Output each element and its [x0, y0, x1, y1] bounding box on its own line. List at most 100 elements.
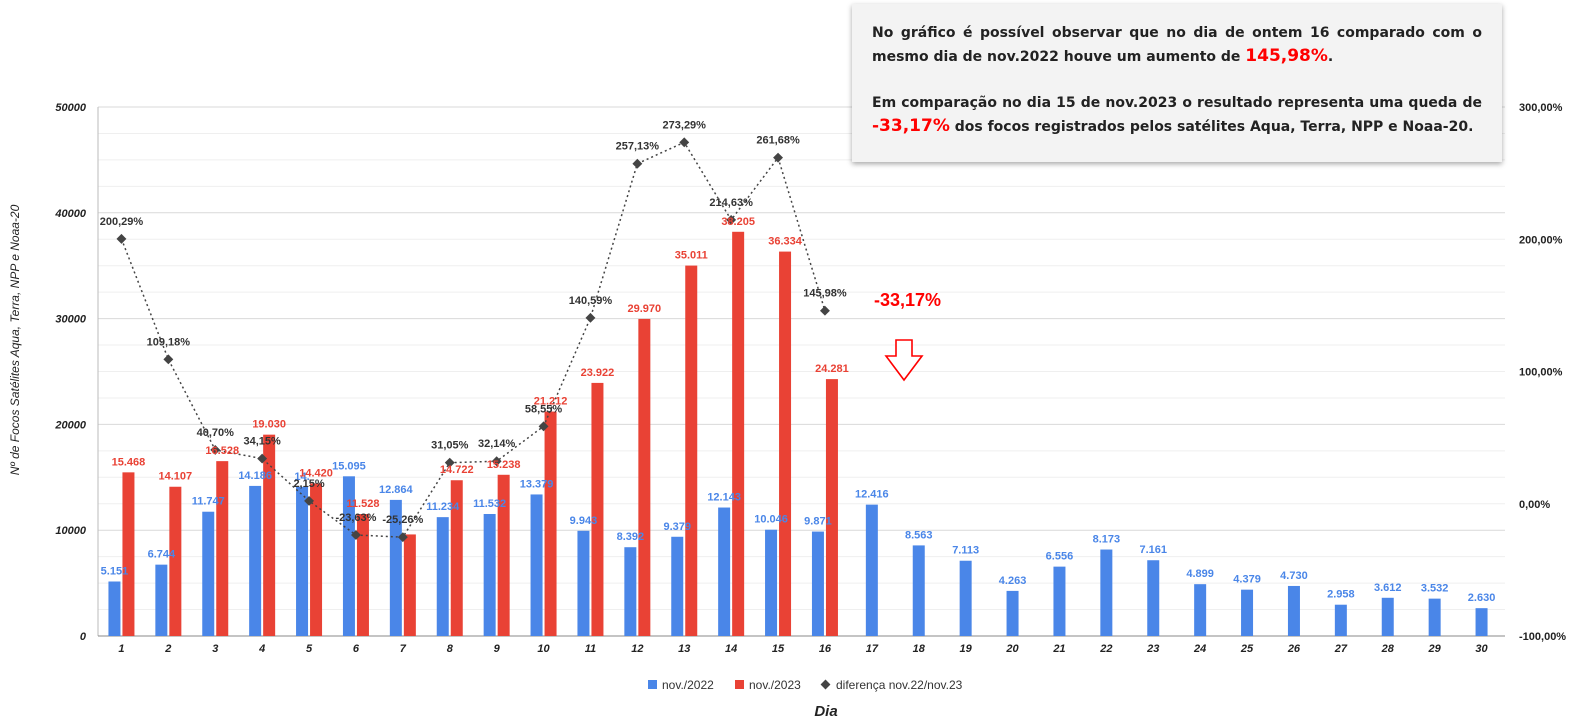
- data-label-nov2022: 3.532: [1421, 583, 1449, 595]
- x-tick-label: 9: [494, 643, 501, 655]
- bar-nov2023: [216, 461, 229, 636]
- x-tick-label: 25: [1240, 643, 1254, 655]
- data-label-nov2022: 2.630: [1468, 592, 1496, 604]
- legend-swatch-nov2022: [648, 680, 657, 689]
- difference-marker: [116, 233, 127, 244]
- callout-value: -33,17%: [874, 290, 941, 310]
- data-label-nov2022: 14.186: [238, 470, 272, 482]
- bar-nov2022: [671, 536, 684, 636]
- y-axis-label: Nº de Focos Satélites Aqua, Terra, NPP e…: [8, 204, 22, 475]
- bar-nov2023: [732, 231, 745, 636]
- bar-nov2023: [825, 379, 838, 636]
- x-axis-ticks: 1 2 3 4 5 6 7 8 9 10 11 12 13 14 15 16 17 18 19 20 21 22 23 24 2…: [118, 643, 1488, 655]
- x-tick-label: 21: [1052, 643, 1065, 655]
- data-label-difference: 257,13%: [616, 141, 660, 153]
- data-label-nov2022: 6.744: [148, 549, 176, 561]
- bar-nov2022: [912, 545, 925, 636]
- data-label-difference: 261,68%: [756, 135, 800, 147]
- difference-marker: [538, 421, 549, 432]
- data-label-nov2023: 19.030: [252, 419, 286, 431]
- data-label-nov2022: 5.151: [101, 566, 129, 578]
- difference-marker: [351, 530, 361, 540]
- legend-swatch-nov2023: [735, 680, 744, 689]
- data-label-nov2023: 24.281: [815, 363, 849, 375]
- y-tick-label: 10000: [55, 525, 86, 537]
- bar-nov2022: [577, 530, 590, 636]
- y2-tick-label: 300,00%: [1519, 102, 1563, 114]
- bar-nov2022: [1241, 589, 1254, 636]
- bar-nov2023: [169, 486, 182, 636]
- x-tick-label: 20: [1005, 643, 1019, 655]
- difference-marker: [491, 456, 502, 467]
- y2-tick-label: 200,00%: [1519, 234, 1563, 246]
- bar-nov2023: [356, 514, 369, 636]
- x-tick-label: 29: [1428, 643, 1442, 655]
- data-label-nov2023: 14.107: [159, 471, 193, 483]
- x-tick-label: 26: [1287, 643, 1301, 655]
- data-label-nov2022: 7.113: [952, 545, 979, 557]
- bar-nov2023: [591, 382, 604, 636]
- left-axis-ticks: 0 10000 20000 30000 40000 50000: [54, 102, 86, 643]
- data-label-nov2022: 9.379: [663, 521, 691, 533]
- y-tick-label: 40000: [54, 208, 86, 220]
- x-tick-label: 6: [353, 643, 360, 655]
- x-tick-label: 13: [678, 643, 690, 655]
- bar-nov2023: [685, 265, 698, 636]
- data-label-nov2022: 4.263: [999, 575, 1027, 587]
- difference-marker: [679, 137, 690, 148]
- bar-nov2023: [497, 474, 510, 636]
- bar-nov2022: [624, 547, 637, 636]
- bar-nov2022: [296, 486, 309, 636]
- annotation-box: No gráfico é possível observar que no di…: [852, 4, 1502, 162]
- bar-nov2023: [638, 318, 651, 636]
- data-label-difference: 273,29%: [663, 119, 707, 131]
- data-label-nov2022: 6.556: [1046, 551, 1074, 563]
- data-label-difference: 2,15%: [293, 478, 324, 490]
- y-tick-label: 30000: [55, 314, 86, 326]
- decrease-value: -33,17%: [872, 116, 950, 136]
- x-tick-label: 24: [1193, 643, 1206, 655]
- data-label-difference: 109,18%: [147, 336, 191, 348]
- x-tick-label: 11: [585, 643, 596, 655]
- difference-marker: [257, 453, 268, 464]
- data-label-nov2022: 14.: [294, 471, 309, 483]
- bar-nov2022: [1287, 585, 1300, 636]
- x-tick-label: 30: [1475, 643, 1488, 655]
- data-label-difference: -23,63%: [335, 512, 376, 524]
- y2-tick-label: 100,00%: [1519, 367, 1563, 379]
- bar-nov2022: [1381, 597, 1394, 636]
- y-tick-label: 20000: [54, 419, 86, 431]
- bar-nov2022: [202, 511, 215, 636]
- data-label-nov2023: 16.528: [205, 445, 239, 457]
- x-tick-label: 8: [447, 643, 454, 655]
- legend-label-nov2023: nov./2023: [749, 678, 801, 692]
- difference-marker: [210, 444, 221, 455]
- data-label-nov2023: 14.420: [299, 467, 333, 479]
- data-label-nov2022: 12.143: [707, 492, 741, 504]
- x-tick-label: 28: [1381, 643, 1395, 655]
- bar-nov2022: [530, 494, 543, 636]
- difference-marker: [820, 305, 830, 316]
- data-label-nov2022: 12.864: [379, 484, 414, 496]
- y2-tick-label: -100,00%: [1519, 631, 1566, 643]
- bar-nov2023: [544, 411, 557, 636]
- x-tick-label: 3: [212, 643, 218, 655]
- annotation-text-2: Em comparação no dia 15 de nov.2023 o re…: [872, 95, 1482, 111]
- data-label-difference: 200,29%: [100, 216, 144, 228]
- y2-tick-label: 0,00%: [1519, 499, 1550, 511]
- x-tick-label: 18: [913, 643, 926, 655]
- data-label-nov2022: 9.871: [804, 516, 832, 528]
- data-label-difference: 145,98%: [803, 288, 847, 300]
- bar-nov2023: [263, 434, 276, 636]
- data-label-nov2023: 23.922: [581, 367, 615, 379]
- bar-nov2022: [1475, 608, 1488, 636]
- x-tick-label: 10: [537, 643, 550, 655]
- difference-marker: [304, 495, 314, 506]
- bars: [108, 231, 1488, 636]
- x-tick-label: 22: [1099, 643, 1112, 655]
- bar-nov2022: [436, 517, 449, 636]
- difference-marker: [444, 457, 455, 468]
- data-label-nov2022: 3.612: [1374, 582, 1402, 594]
- annotation-end-2: dos focos registrados pelos satélites Aq…: [949, 119, 1474, 135]
